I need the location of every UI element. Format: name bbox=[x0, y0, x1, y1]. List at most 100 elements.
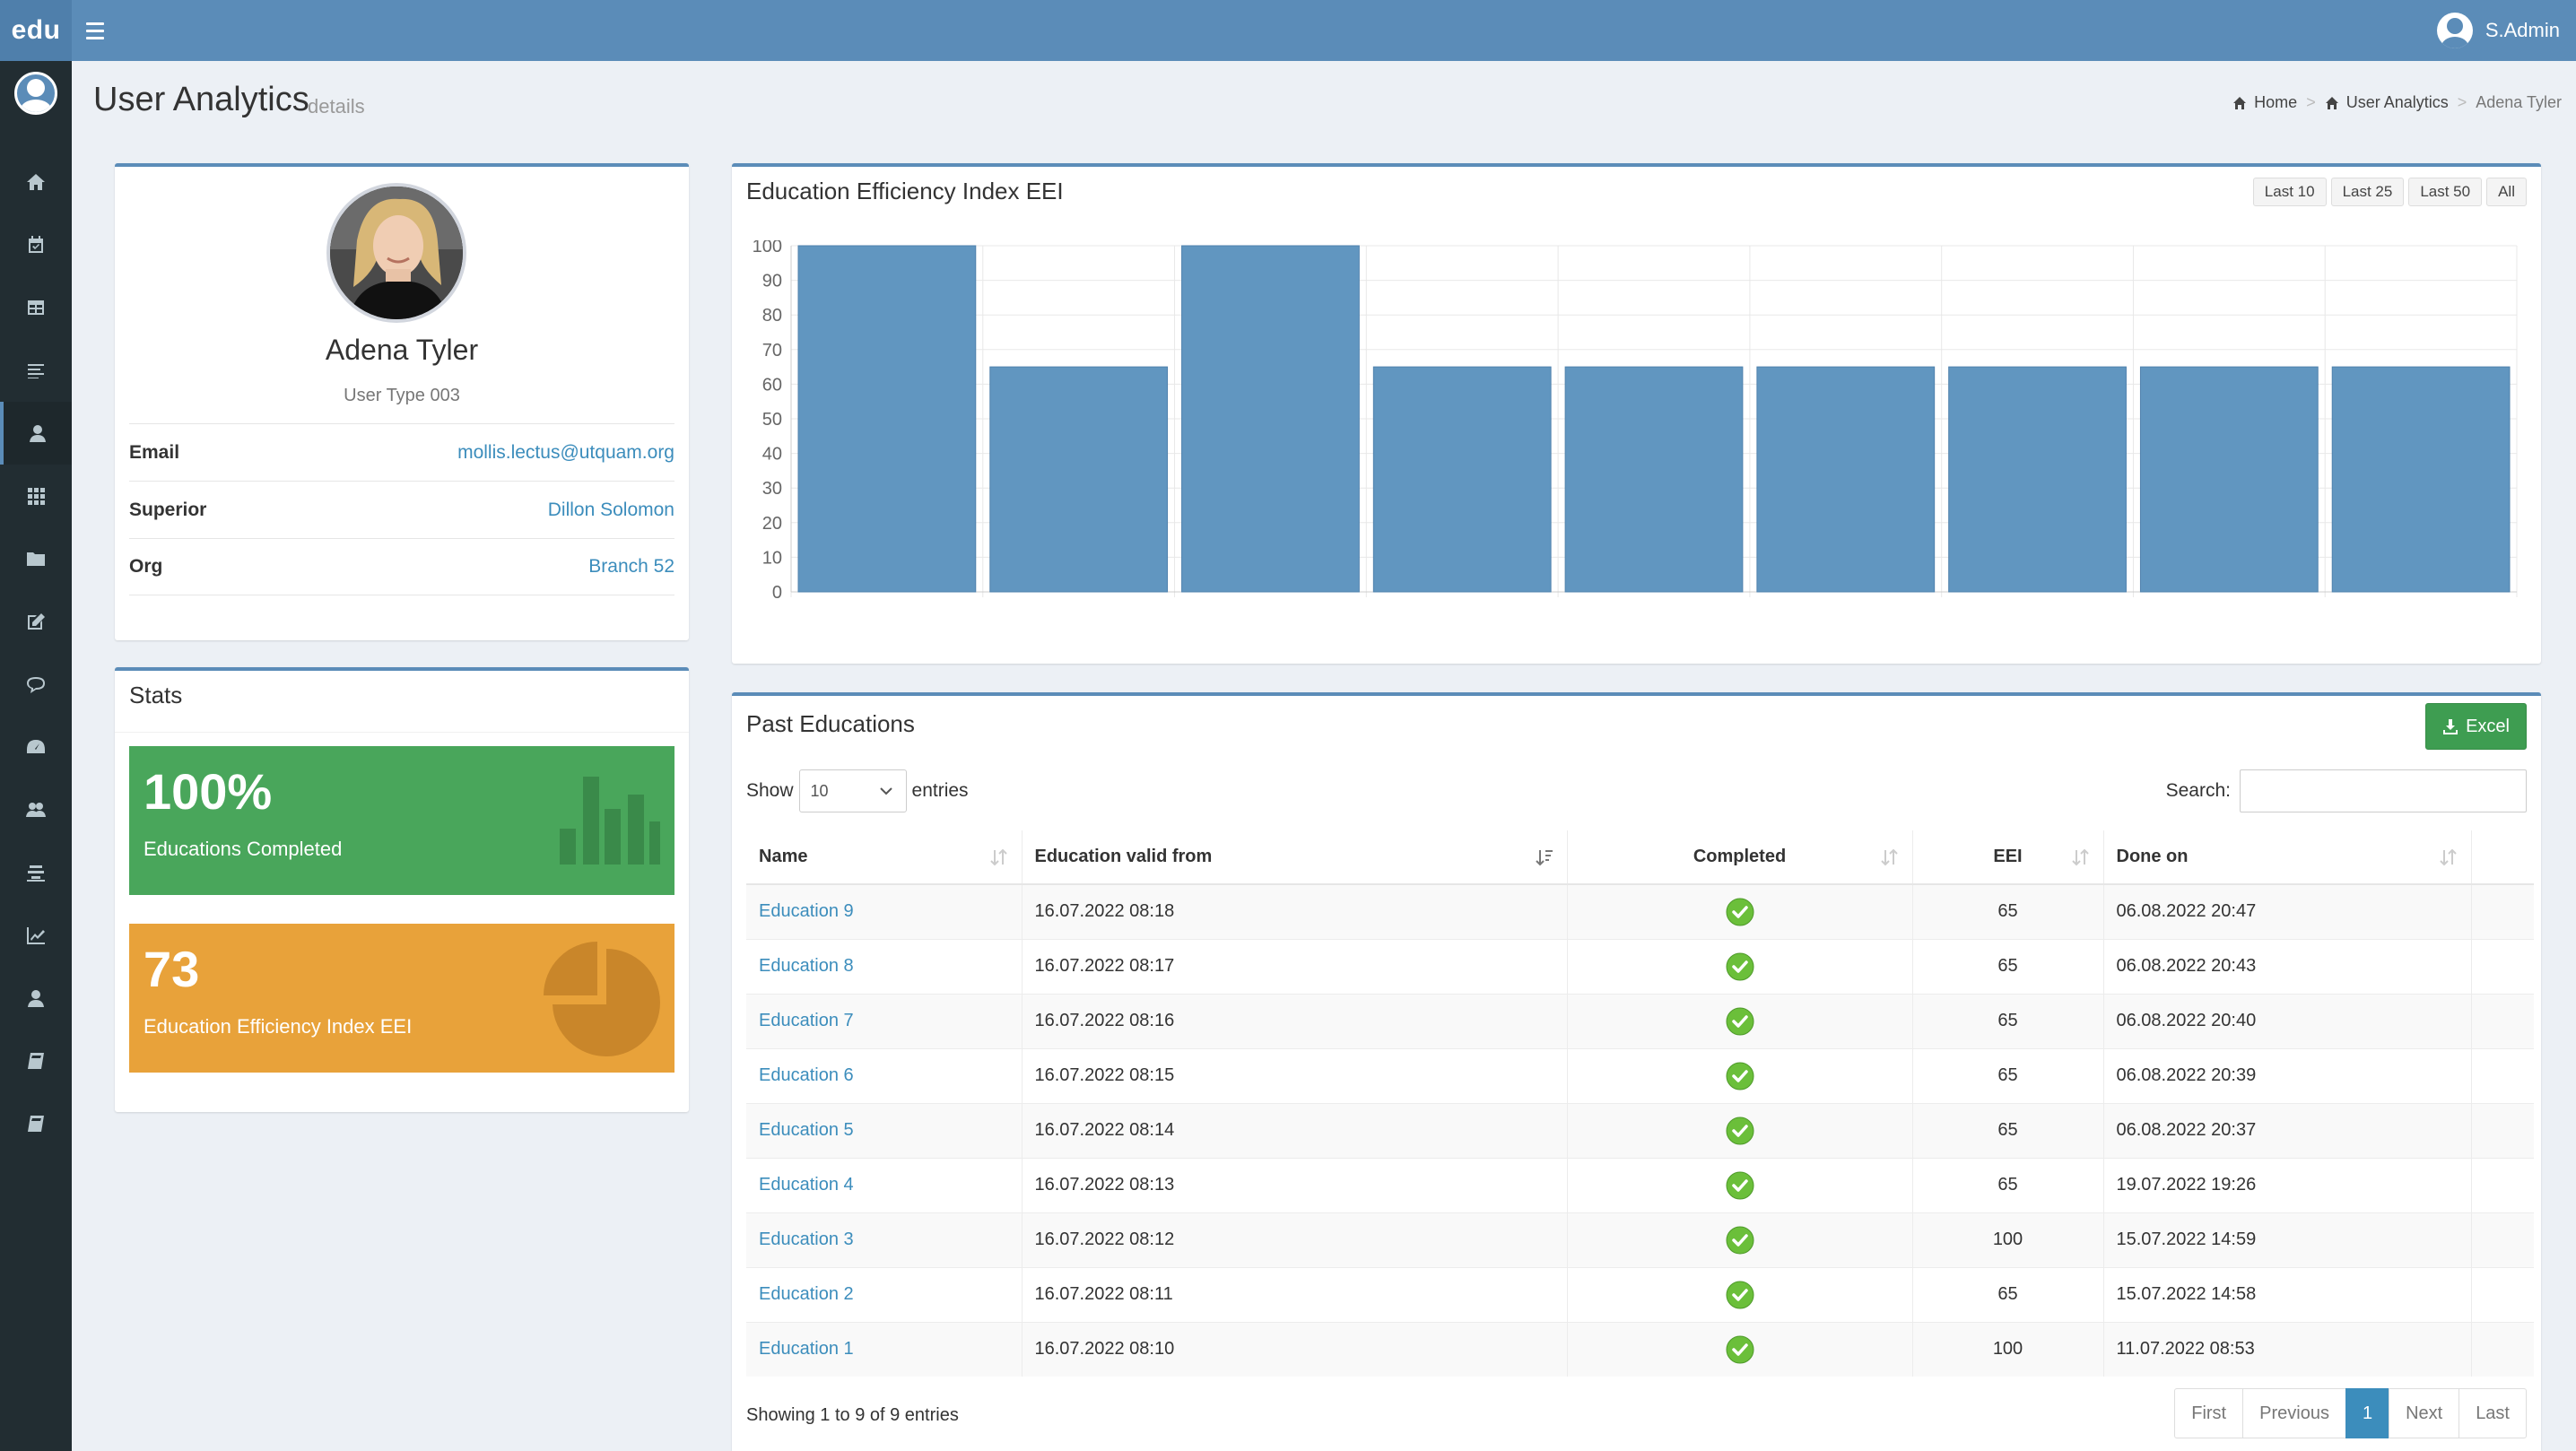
pagination-previous[interactable]: Previous bbox=[2242, 1388, 2346, 1438]
column-header-eei[interactable]: EEI bbox=[1912, 830, 2104, 885]
sidebar-item-home[interactable] bbox=[0, 151, 72, 213]
sidebar-item-folder[interactable] bbox=[0, 527, 72, 590]
user-avatar-icon bbox=[2436, 13, 2473, 48]
past-educations-box: Past Educations Excel Show 10 entries Se… bbox=[732, 692, 2541, 1451]
profile-photo bbox=[326, 183, 466, 323]
education-link[interactable]: Education 4 bbox=[759, 1175, 854, 1195]
sidebar-item-user[interactable] bbox=[0, 402, 72, 465]
chart-bar bbox=[1756, 366, 1936, 593]
sidebar-item-user[interactable] bbox=[0, 967, 72, 1030]
cell-name: Education 4 bbox=[746, 1157, 1023, 1212]
check-circle-icon bbox=[1726, 1007, 1754, 1035]
education-link[interactable]: Education 1 bbox=[759, 1339, 854, 1360]
chart-bar bbox=[797, 245, 977, 593]
y-tick-label: 60 bbox=[762, 375, 782, 395]
menu-toggle-icon[interactable] bbox=[86, 14, 118, 47]
range-all-button[interactable]: All bbox=[2486, 178, 2527, 206]
range-buttons: Last 10 Last 25 Last 50 All bbox=[2252, 178, 2527, 206]
past-educations-title: Past Educations bbox=[746, 710, 915, 737]
breadcrumb-home[interactable]: Home bbox=[2232, 93, 2297, 112]
pagination-last[interactable]: Last bbox=[2459, 1388, 2527, 1438]
stat-completed-value: 100% bbox=[144, 763, 273, 820]
past-educations-table: Name Education valid from Completed EEI … bbox=[746, 830, 2534, 1377]
page-size-select[interactable]: 10 bbox=[798, 769, 907, 812]
sidebar-item-list[interactable] bbox=[0, 339, 72, 402]
y-tick-label: 70 bbox=[762, 341, 782, 361]
column-header-name[interactable]: Name bbox=[746, 830, 1023, 885]
chart-box: Education Efficiency Index EEI Last 10 L… bbox=[732, 163, 2541, 664]
column-header-valid-from[interactable]: Education valid from bbox=[1022, 830, 1568, 885]
email-label: Email bbox=[129, 441, 180, 463]
education-link[interactable]: Education 6 bbox=[759, 1065, 854, 1085]
cell-name: Education 7 bbox=[746, 993, 1023, 1048]
breadcrumb-home-label: Home bbox=[2254, 93, 2298, 111]
cell-completed bbox=[1567, 1102, 1913, 1158]
sidebar-item-edit[interactable] bbox=[0, 590, 72, 653]
cell-done-on: 15.07.2022 14:59 bbox=[2103, 1212, 2472, 1267]
user-menu[interactable]: S.Admin bbox=[2436, 7, 2560, 54]
column-header-completed[interactable]: Completed bbox=[1567, 830, 1913, 885]
sidebar-item-line-chart[interactable] bbox=[0, 904, 72, 967]
cell-eei: 65 bbox=[1912, 993, 2104, 1048]
pagination-first[interactable]: First bbox=[2174, 1388, 2244, 1438]
table-row: Education 3 16.07.2022 08:12 100 15.07.2022… bbox=[746, 1212, 2534, 1267]
sidebar-avatar[interactable] bbox=[14, 72, 57, 115]
stat-eei-value: 73 bbox=[144, 941, 200, 997]
cell-name: Education 9 bbox=[746, 883, 1023, 939]
education-link[interactable]: Education 9 bbox=[759, 901, 854, 922]
cell-completed bbox=[1567, 938, 1913, 994]
pagination-page-1[interactable]: 1 bbox=[2345, 1388, 2390, 1438]
search-input[interactable] bbox=[2240, 769, 2527, 812]
sort-desc-icon bbox=[1535, 850, 1553, 866]
cell-done-on: 06.08.2022 20:40 bbox=[2103, 993, 2472, 1048]
profile-org-row: Org Branch 52 bbox=[129, 538, 674, 595]
table-icon bbox=[28, 300, 44, 315]
breadcrumb-section[interactable]: User Analytics bbox=[2325, 93, 2449, 112]
cell-eei: 65 bbox=[1912, 938, 2104, 994]
y-tick-label: 90 bbox=[762, 272, 782, 291]
education-link[interactable]: Education 2 bbox=[759, 1284, 854, 1304]
sidebar-item-table[interactable] bbox=[0, 276, 72, 339]
chart-bar bbox=[1564, 366, 1744, 593]
range-last-25-button[interactable]: Last 25 bbox=[2330, 178, 2405, 206]
sidebar-item-layers[interactable] bbox=[0, 841, 72, 904]
sidebar-item-book[interactable] bbox=[0, 1092, 72, 1155]
cell-actions bbox=[2471, 1212, 2534, 1267]
email-link[interactable]: mollis.lectus@utquam.org bbox=[457, 441, 674, 463]
table-info: Showing 1 to 9 of 9 entries bbox=[746, 1405, 959, 1425]
breadcrumb-section-label: User Analytics bbox=[2345, 93, 2449, 111]
education-link[interactable]: Education 8 bbox=[759, 956, 854, 976]
excel-export-button[interactable]: Excel bbox=[2425, 703, 2527, 750]
education-link[interactable]: Education 5 bbox=[759, 1120, 854, 1140]
range-last-10-button[interactable]: Last 10 bbox=[2252, 178, 2327, 206]
org-link[interactable]: Branch 52 bbox=[588, 556, 674, 577]
cell-valid-from: 16.07.2022 08:13 bbox=[1022, 1157, 1568, 1212]
sidebar-item-dashboard[interactable] bbox=[0, 716, 72, 778]
column-header-label: Education valid from bbox=[1034, 847, 1213, 866]
user-icon bbox=[28, 990, 44, 1007]
sidebar-item-comment[interactable] bbox=[0, 653, 72, 716]
cell-completed bbox=[1567, 883, 1913, 939]
sidebar-item-calendar-check[interactable] bbox=[0, 213, 72, 276]
education-link[interactable]: Education 3 bbox=[759, 1229, 854, 1249]
eei-bar-chart: 0 10 20 30 40 50 60 70 80 90 100 bbox=[753, 240, 2518, 603]
top-navbar: edu S.Admin bbox=[0, 0, 2576, 61]
home-icon bbox=[2325, 96, 2338, 109]
sidebar-item-grid[interactable] bbox=[0, 465, 72, 527]
column-header-done-on[interactable]: Done on bbox=[2103, 830, 2472, 885]
cell-actions bbox=[2471, 883, 2534, 939]
breadcrumb-current: Adena Tyler bbox=[2476, 93, 2562, 111]
chart-bar bbox=[1372, 366, 1552, 593]
education-link[interactable]: Education 7 bbox=[759, 1011, 854, 1030]
range-last-50-button[interactable]: Last 50 bbox=[2408, 178, 2483, 206]
app-logo[interactable]: edu bbox=[0, 0, 72, 61]
bar-chart-icon bbox=[560, 777, 660, 865]
pagination-next[interactable]: Next bbox=[2389, 1388, 2460, 1438]
profile-user-type: User Type 003 bbox=[344, 386, 460, 405]
sidebar-item-users[interactable] bbox=[0, 778, 72, 841]
superior-link[interactable]: Dillon Solomon bbox=[547, 499, 674, 520]
cell-name: Education 8 bbox=[746, 938, 1023, 994]
sidebar-item-book[interactable] bbox=[0, 1030, 72, 1092]
cell-valid-from: 16.07.2022 08:17 bbox=[1022, 938, 1568, 994]
cell-eei: 65 bbox=[1912, 1266, 2104, 1322]
